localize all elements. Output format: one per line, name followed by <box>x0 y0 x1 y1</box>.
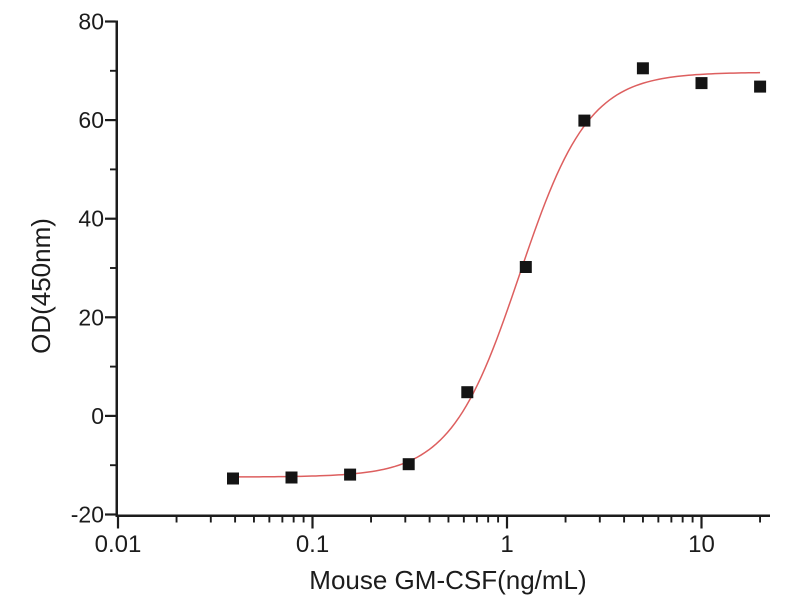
data-point-marker <box>578 114 591 127</box>
x-tick-label: 0.01 <box>95 531 142 558</box>
y-axis-title: OD(450nm) <box>26 218 56 354</box>
y-tick-label: 40 <box>78 206 104 232</box>
x-tick-label: 10 <box>688 531 715 558</box>
data-point-marker <box>754 80 767 93</box>
data-point-marker <box>461 386 474 399</box>
chart-generated: -20 0 20 40 60 80 0.01 0.1 1 10 <box>71 9 770 558</box>
data-point-marker <box>285 471 298 484</box>
x-tick-label: 1 <box>500 531 513 558</box>
data-point-marker <box>695 77 708 90</box>
data-point-marker <box>636 62 649 75</box>
data-point-marker <box>227 472 239 485</box>
y-tick-label: -20 <box>71 502 104 528</box>
y-tick-label: 20 <box>78 304 104 330</box>
y-tick-label: 80 <box>78 9 104 35</box>
data-point-marker <box>402 458 415 471</box>
y-tick-label: 0 <box>91 403 104 429</box>
x-axis-title: Mouse GM-CSF(ng/mL) <box>309 565 586 595</box>
data-point-marker <box>519 261 532 273</box>
data-point-marker <box>344 468 357 481</box>
y-tick-label: 60 <box>78 107 104 133</box>
fit-curve <box>232 71 761 478</box>
x-tick-label: 0.1 <box>296 531 329 558</box>
